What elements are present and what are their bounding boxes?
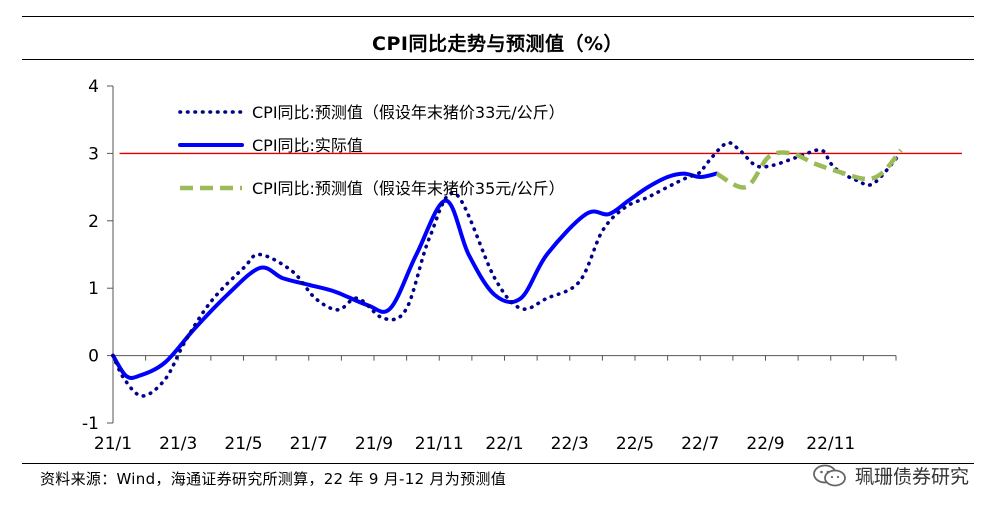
y-tick-label: 0 xyxy=(88,347,99,367)
x-tick-label: 21/7 xyxy=(290,434,328,454)
x-tick-label: 21/3 xyxy=(159,434,197,454)
legend-label: CPI同比:实际值 xyxy=(252,136,363,155)
legend-label: CPI同比:预测值（假设年末猪价35元/公斤） xyxy=(252,179,565,198)
title-rule xyxy=(22,59,974,60)
y-tick-label: 4 xyxy=(88,77,99,97)
bottom-rule xyxy=(22,463,974,464)
x-tick-label: 22/3 xyxy=(551,434,589,454)
wechat-icon xyxy=(813,464,846,486)
y-tick-label: 2 xyxy=(88,212,99,232)
x-tick-label: 21/9 xyxy=(355,434,393,454)
x-tick-label: 21/5 xyxy=(224,434,262,454)
legend-label: CPI同比:预测值（假设年末猪价33元/公斤） xyxy=(252,103,565,122)
chart-title: CPI同比走势与预测值（%） xyxy=(372,33,623,55)
brand[interactable]: 珮珊债券研究 xyxy=(813,462,969,489)
x-tick-label: 22/9 xyxy=(746,434,784,454)
x-tick-label: 22/7 xyxy=(681,434,719,454)
series-line-dashed xyxy=(715,148,903,190)
x-tick-label: 22/5 xyxy=(616,434,654,454)
x-tick-label: 22/11 xyxy=(806,434,855,454)
legend: CPI同比:预测值（假设年末猪价33元/公斤） CPI同比:实际值 CPI同比:预测… xyxy=(178,103,565,198)
source-note: 资料来源：Wind，海通证券研究所测算，22 年 9 月-12 月为预测值 xyxy=(40,470,507,488)
brand-name: 珮珊债券研究 xyxy=(854,466,969,488)
y-tick-label: 3 xyxy=(88,144,99,164)
y-tick-label: 1 xyxy=(88,279,99,299)
axes: -1 0 1 2 3 4 21/1 21/3 21/5 21/7 21/9 21/11 22/1 22/3… xyxy=(82,77,897,454)
y-tick-label: -1 xyxy=(82,414,99,434)
series-group xyxy=(111,140,903,398)
x-tick-label: 22/1 xyxy=(485,434,523,454)
series-line-dotted xyxy=(111,140,900,398)
top-rule xyxy=(22,16,974,17)
x-tick-label: 21/1 xyxy=(94,434,132,454)
x-tick-label: 21/11 xyxy=(415,434,464,454)
series-line-solid xyxy=(111,171,719,380)
